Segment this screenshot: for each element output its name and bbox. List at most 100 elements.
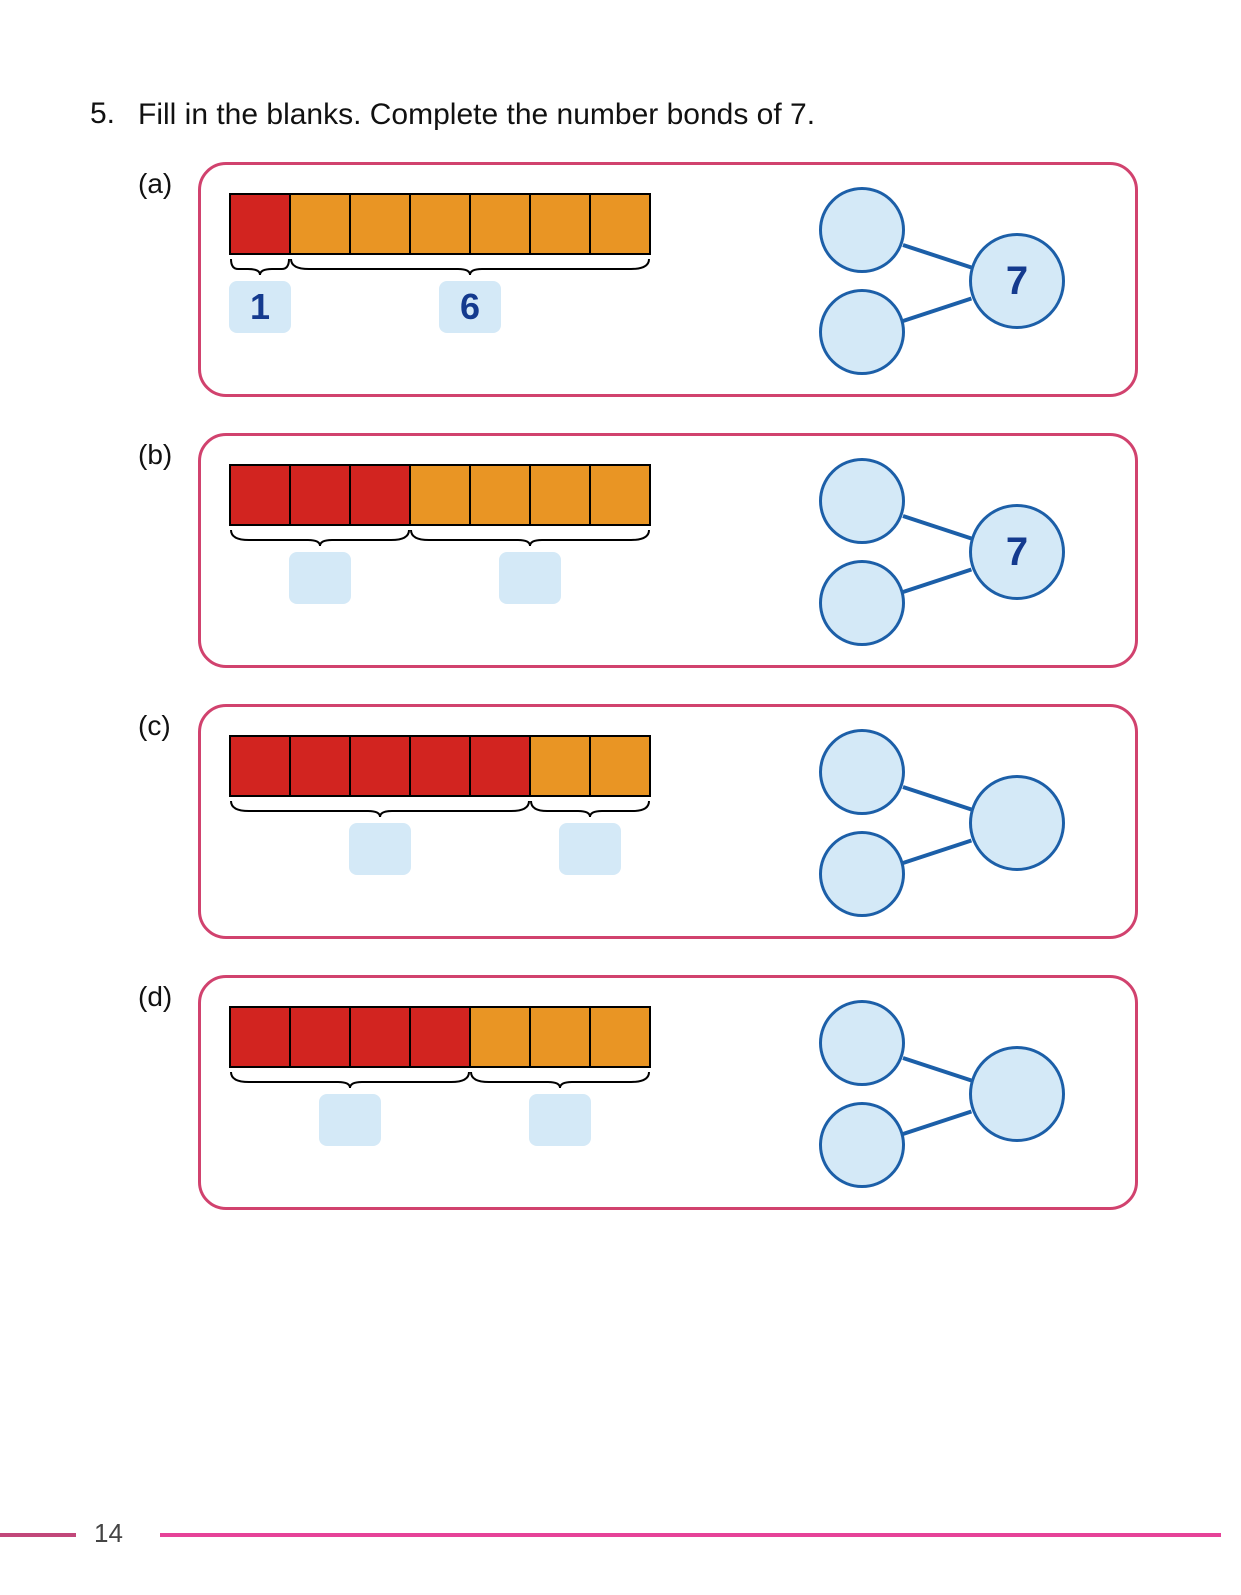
panel-inner: 7 — [229, 464, 1111, 648]
bar-cell-red — [409, 735, 471, 797]
bond-line — [902, 838, 972, 864]
bond-line — [902, 296, 972, 322]
problem-panel: 7 — [198, 433, 1138, 668]
bond-whole[interactable]: 7 — [969, 233, 1065, 329]
bar-cell-orange — [469, 464, 531, 526]
blank-right[interactable] — [529, 1094, 591, 1146]
blank-right[interactable]: 6 — [439, 281, 501, 333]
footer-rule — [0, 1533, 1241, 1537]
panel-inner — [229, 735, 1111, 919]
bar-cell-red — [349, 1006, 411, 1068]
bar-cell-orange — [589, 1006, 651, 1068]
brace-right — [409, 528, 651, 546]
bond-part-top[interactable] — [819, 458, 905, 544]
number-bond — [809, 1000, 1109, 1190]
bond-whole[interactable]: 7 — [969, 504, 1065, 600]
bar-model — [229, 1006, 789, 1068]
bar-cell-orange — [409, 193, 471, 255]
bond-whole[interactable] — [969, 1046, 1065, 1142]
bar-cell-red — [349, 735, 411, 797]
panel-inner: 1 6 7 — [229, 193, 1111, 377]
blanks-row — [229, 552, 789, 604]
problem-label: (d) — [138, 975, 198, 1013]
bond-part-bottom[interactable] — [819, 289, 905, 375]
brace-left — [229, 799, 531, 817]
bar-cell-orange — [529, 1006, 591, 1068]
problem: (d) — [138, 975, 1151, 1210]
blank-left[interactable] — [289, 552, 351, 604]
number-bond: 7 — [809, 458, 1109, 648]
bar-cell-orange — [529, 464, 591, 526]
bar-column — [229, 1006, 789, 1146]
brace-left — [229, 1070, 471, 1088]
question-number: 5. — [90, 95, 138, 131]
bond-whole[interactable] — [969, 775, 1065, 871]
bar-cell-red — [229, 464, 291, 526]
bar-column — [229, 464, 789, 604]
bar-cell-orange — [469, 1006, 531, 1068]
brace-right — [529, 799, 651, 817]
braces-row — [229, 799, 789, 817]
bar-cell-orange — [589, 735, 651, 797]
bar-model — [229, 735, 789, 797]
bond-line — [902, 244, 972, 270]
bond-line — [902, 786, 972, 812]
bond-line — [902, 1057, 972, 1083]
braces-row — [229, 1070, 789, 1088]
bond-line — [902, 1109, 972, 1135]
bar-cell-red — [289, 735, 351, 797]
question-row: 5. Fill in the blanks. Complete the numb… — [90, 95, 1151, 134]
bar-cell-orange — [589, 464, 651, 526]
braces-row — [229, 257, 789, 275]
blank-right[interactable] — [499, 552, 561, 604]
bar-column: 1 6 — [229, 193, 789, 333]
bond-part-bottom[interactable] — [819, 831, 905, 917]
bar-cell-orange — [289, 193, 351, 255]
bar-cell-red — [409, 1006, 471, 1068]
bond-part-top[interactable] — [819, 729, 905, 815]
bar-cell-orange — [589, 193, 651, 255]
bond-part-top[interactable] — [819, 187, 905, 273]
number-bond — [809, 729, 1109, 919]
bar-cell-red — [229, 193, 291, 255]
bar-cell-orange — [529, 193, 591, 255]
blank-left[interactable]: 1 — [229, 281, 291, 333]
problem-panel — [198, 975, 1138, 1210]
bond-line — [902, 515, 972, 541]
bar-cell-orange — [469, 193, 531, 255]
blanks-row — [229, 823, 789, 875]
problem-label: (a) — [138, 162, 198, 200]
question-text: Fill in the blanks. Complete the number … — [138, 95, 815, 134]
blanks-row — [229, 1094, 789, 1146]
bond-part-bottom[interactable] — [819, 560, 905, 646]
bar-cell-red — [229, 1006, 291, 1068]
bar-cell-red — [469, 735, 531, 797]
blank-left[interactable] — [319, 1094, 381, 1146]
bond-part-top[interactable] — [819, 1000, 905, 1086]
bond-part-bottom[interactable] — [819, 1102, 905, 1188]
footer-rule-right — [160, 1533, 1221, 1537]
problem-label: (b) — [138, 433, 198, 471]
bar-cell-red — [289, 1006, 351, 1068]
blank-left[interactable] — [349, 823, 411, 875]
bar-model — [229, 464, 789, 526]
bar-cell-red — [229, 735, 291, 797]
brace-left — [229, 528, 411, 546]
panel-inner — [229, 1006, 1111, 1190]
bar-cell-orange — [349, 193, 411, 255]
page-number: 14 — [94, 1518, 123, 1549]
bar-cell-orange — [409, 464, 471, 526]
bar-model — [229, 193, 789, 255]
brace-left — [229, 257, 291, 275]
blank-right[interactable] — [559, 823, 621, 875]
brace-right — [469, 1070, 651, 1088]
bar-column — [229, 735, 789, 875]
problem-panel: 1 6 7 — [198, 162, 1138, 397]
worksheet-page: 5. Fill in the blanks. Complete the numb… — [0, 0, 1241, 1595]
problem-label: (c) — [138, 704, 198, 742]
bar-cell-red — [289, 464, 351, 526]
problem: (a) 1 6 — [138, 162, 1151, 397]
bar-cell-red — [349, 464, 411, 526]
number-bond: 7 — [809, 187, 1109, 377]
bar-cell-orange — [529, 735, 591, 797]
